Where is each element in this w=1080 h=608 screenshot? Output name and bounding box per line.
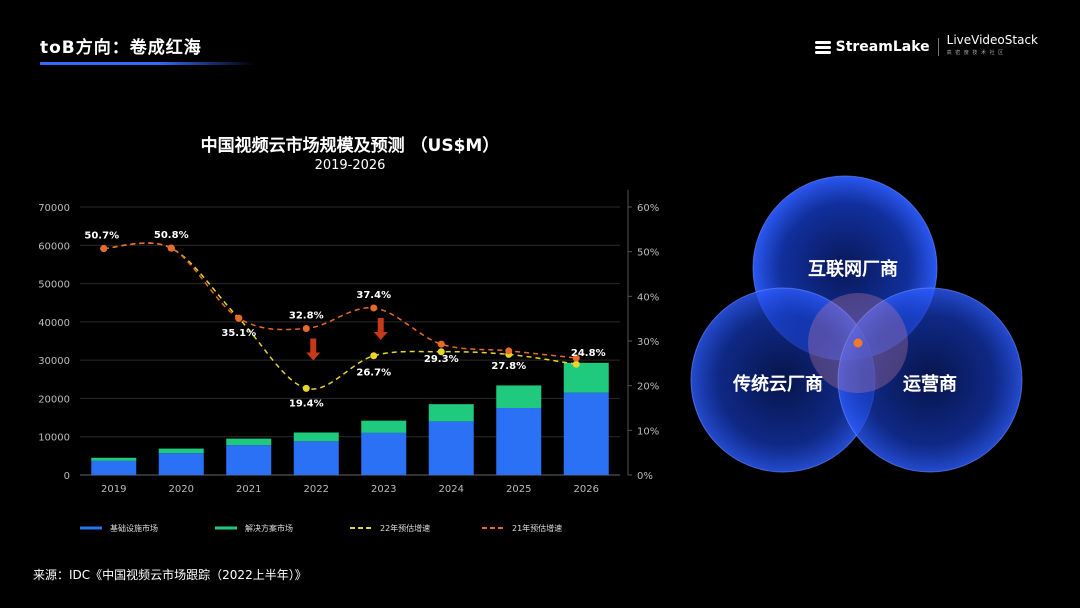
y-tick-label: 10000	[38, 433, 70, 444]
streamlake-logo-text: StreamLake	[835, 38, 930, 55]
y2-tick-label: 40%	[637, 292, 659, 303]
x-tick-label: 2026	[574, 484, 599, 495]
x-tick-label: 2020	[169, 484, 194, 495]
y-tick-label: 30000	[38, 356, 70, 367]
data-label: 35.1%	[221, 328, 256, 339]
series-line	[103, 242, 577, 390]
bar-segment	[293, 441, 339, 475]
data-label: 29.3%	[424, 354, 459, 365]
x-tick-label: 2023	[371, 484, 396, 495]
down-arrow-icon	[373, 317, 388, 340]
livevideostack-logo: LiveVideoStack 高 密 度 技 术 社 区	[947, 34, 1038, 59]
series-point	[100, 245, 108, 253]
x-tick-label: 2025	[506, 484, 531, 495]
venn-label-right: 运营商	[903, 374, 957, 395]
livevideostack-logo-text: LiveVideoStack	[946, 33, 1038, 47]
series-point	[302, 324, 310, 332]
bar-segment	[496, 408, 542, 475]
y-tick-label: 20000	[38, 394, 70, 405]
legend-label: 22年预估增速	[380, 523, 430, 533]
y2-tick-label: 0%	[637, 471, 653, 482]
data-label: 32.8%	[289, 310, 324, 321]
legend-label: 解决方案市场	[245, 523, 293, 533]
series-point	[505, 347, 513, 355]
x-tick-label: 2021	[236, 484, 261, 495]
y-tick-label: 0	[64, 471, 70, 482]
bar-segment	[361, 432, 407, 475]
venn-circle-right	[837, 287, 1023, 473]
streamlake-logo: StreamLake	[814, 38, 930, 55]
bar-segment	[496, 385, 542, 408]
legend-label: 基础设施市场	[110, 523, 158, 533]
page-title: toB方向：卷成红海	[40, 38, 202, 58]
x-tick-label: 2024	[439, 484, 464, 495]
series-point	[437, 348, 445, 356]
bar-segment	[428, 421, 474, 475]
series-point	[167, 244, 175, 252]
y2-tick-label: 30%	[637, 337, 659, 348]
series-point	[437, 340, 445, 348]
series-point	[235, 314, 243, 322]
y-tick-label: 70000	[38, 203, 70, 214]
y-tick-label: 50000	[38, 280, 70, 291]
data-label: 19.4%	[289, 398, 324, 409]
series-line	[103, 242, 577, 359]
bar-segment	[361, 420, 407, 433]
bar-segment	[563, 362, 609, 393]
livevideostack-logo-subtitle: 高 密 度 技 术 社 区	[946, 50, 1005, 56]
bar-segment	[563, 392, 609, 475]
source-note: 来源：IDC《中国视频云市场跟踪（2022上半年）》	[33, 568, 307, 582]
series-point	[370, 352, 378, 360]
y2-tick-label: 50%	[637, 248, 659, 259]
venn-center-dot	[853, 338, 863, 348]
down-arrow-icon	[306, 338, 321, 361]
brand-divider	[937, 37, 939, 56]
bar-segment	[158, 448, 204, 454]
bar-segment	[226, 438, 272, 446]
series-point	[572, 360, 580, 368]
data-label: 37.4%	[356, 290, 391, 301]
bar-segment	[91, 457, 137, 461]
x-tick-label: 2019	[101, 484, 126, 495]
bar-segment	[158, 453, 204, 475]
data-label: 24.8%	[571, 348, 606, 359]
series-point	[302, 384, 310, 392]
bar-segment	[226, 445, 272, 475]
chart-title: 中国视频云市场规模及预测 （US$M）	[200, 136, 500, 156]
y-tick-label: 40000	[38, 318, 70, 329]
bar-segment	[293, 432, 339, 442]
x-tick-label: 2022	[304, 484, 329, 495]
y-tick-label: 60000	[38, 241, 70, 252]
y2-tick-label: 10%	[637, 426, 659, 437]
data-label: 50.7%	[84, 231, 119, 242]
series-point	[370, 304, 378, 312]
data-label: 27.8%	[491, 361, 526, 372]
legend-label: 21年预估增速	[512, 523, 562, 533]
y2-tick-label: 20%	[637, 382, 659, 393]
data-label: 50.8%	[154, 230, 189, 241]
data-label: 26.7%	[356, 368, 391, 379]
brand-logos: StreamLake LiveVideoStack 高 密 度 技 术 社 区	[814, 34, 1038, 59]
bar-segment	[428, 404, 474, 422]
series-point	[572, 354, 580, 362]
y2-tick-label: 60%	[637, 203, 659, 214]
title-underline	[40, 62, 255, 65]
bar-segment	[91, 460, 137, 475]
streamlake-icon	[814, 40, 831, 54]
chart-subtitle: 2019-2026	[314, 158, 386, 173]
venn-label-top: 互联网厂商	[808, 259, 898, 280]
venn-label-left: 传统云厂商	[733, 374, 823, 395]
